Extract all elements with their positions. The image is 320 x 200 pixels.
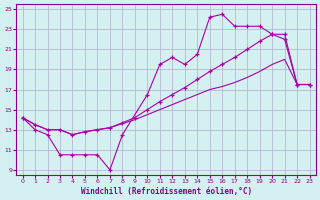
X-axis label: Windchill (Refroidissement éolien,°C): Windchill (Refroidissement éolien,°C): [81, 187, 252, 196]
